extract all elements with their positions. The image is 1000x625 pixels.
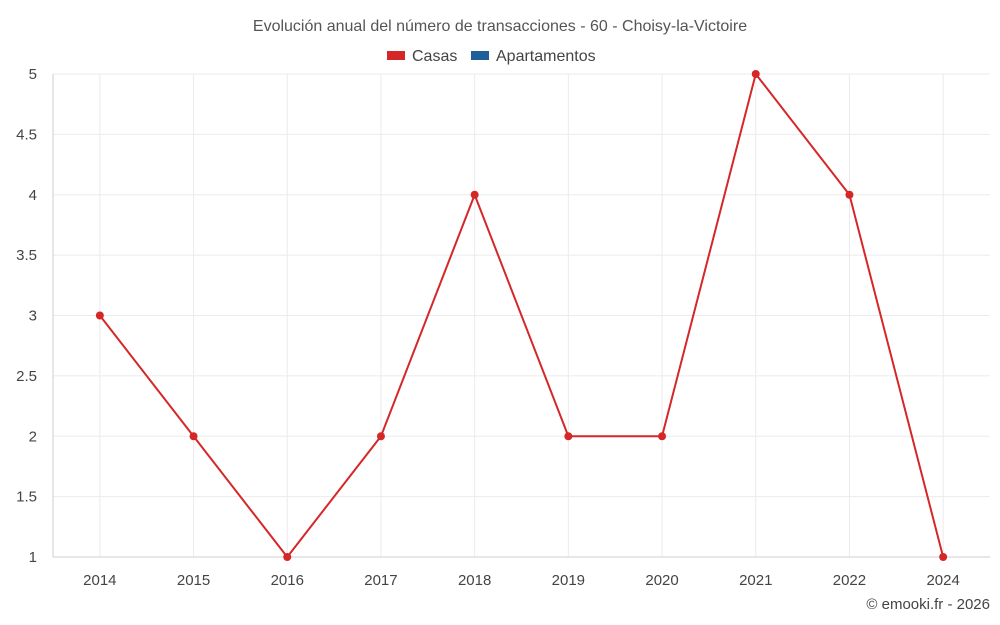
y-axis-ticks: 1 1.5 2 2.5 3 3.5 4 4.5 5 (16, 66, 37, 566)
y-tick-label: 3.5 (16, 247, 37, 264)
x-axis-ticks: 2014 2015 2016 2017 2018 2019 2020 2021 2022 2024 (83, 572, 960, 589)
y-tick-label: 2 (29, 428, 37, 445)
data-point[interactable] (95, 311, 104, 320)
data-point[interactable] (470, 190, 479, 199)
axes (52, 74, 990, 558)
legend-label-apartamentos: Apartamentos (496, 48, 596, 65)
credit-text: © emooki.fr - 2026 (866, 596, 990, 613)
data-point[interactable] (376, 432, 385, 441)
x-tick-label: 2015 (177, 572, 210, 589)
y-tick-label: 3 (29, 308, 37, 325)
y-tick-label: 1.5 (16, 489, 37, 506)
x-tick-label: 2024 (926, 572, 959, 589)
chart-title: Evolución anual del número de transaccio… (253, 18, 747, 35)
y-tick-label: 4 (29, 187, 37, 204)
data-point[interactable] (658, 432, 667, 441)
data-point[interactable] (939, 553, 948, 561)
x-tick-label: 2021 (739, 572, 772, 589)
x-tick-label: 2014 (83, 572, 116, 589)
x-tick-label: 2022 (833, 572, 866, 589)
data-point[interactable] (283, 553, 292, 561)
legend-swatch-apartamentos (471, 51, 489, 60)
y-tick-label: 1 (29, 549, 37, 566)
x-tick-label: 2016 (271, 572, 304, 589)
x-tick-label: 2018 (458, 572, 491, 589)
series-line-casas (99, 73, 945, 558)
legend-label-casas: Casas (412, 48, 457, 65)
legend: Casas Apartamentos (387, 48, 596, 65)
y-tick-label: 2.5 (16, 368, 37, 385)
series-casas (95, 70, 948, 561)
data-point[interactable] (564, 432, 573, 441)
data-point[interactable] (751, 70, 760, 78)
legend-item-apartamentos[interactable]: Apartamentos (471, 48, 596, 65)
x-tick-label: 2019 (552, 572, 585, 589)
x-tick-label: 2020 (645, 572, 678, 589)
data-point[interactable] (189, 432, 198, 441)
y-tick-label: 5 (29, 66, 37, 83)
legend-swatch-casas (387, 51, 405, 60)
data-point[interactable] (845, 190, 854, 199)
x-tick-label: 2017 (364, 572, 397, 589)
y-tick-label: 4.5 (16, 126, 37, 143)
legend-item-casas[interactable]: Casas (387, 48, 457, 65)
